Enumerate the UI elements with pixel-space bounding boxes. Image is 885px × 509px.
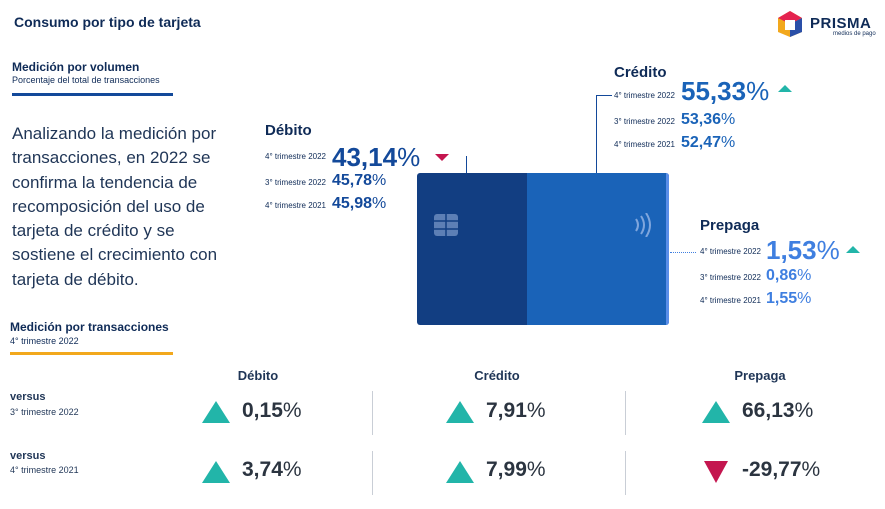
logo-tagline: medios de pago xyxy=(833,31,876,37)
debito-row-label: 4° trimestre 2022 xyxy=(265,152,327,161)
credito-value: 53,36% xyxy=(681,111,736,128)
comparison-value: 66,13% xyxy=(742,399,814,422)
column-header-credito: Crédito xyxy=(474,368,520,383)
column-divider xyxy=(625,391,626,435)
comparison-value: 7,91% xyxy=(486,399,546,422)
column-divider xyxy=(372,391,373,435)
up-trend-icon xyxy=(702,401,730,423)
prepaga-value: 0,86% xyxy=(766,267,812,284)
page-title: Consumo por tipo de tarjeta xyxy=(14,14,201,30)
up-trend-icon xyxy=(202,401,230,423)
prepaga-leader-line xyxy=(670,252,696,254)
debito-leader-line xyxy=(466,156,467,173)
volume-section-title: Medición por volumen xyxy=(12,60,140,74)
debito-value: 45,98% xyxy=(332,195,387,212)
credito-main-value: 55,33% xyxy=(681,76,770,106)
up-trend-icon xyxy=(446,461,474,483)
up-trend-icon xyxy=(446,401,474,423)
up-trend-icon xyxy=(202,461,230,483)
debito-row-label: 3° trimestre 2022 xyxy=(265,178,327,187)
contactless-icon xyxy=(635,213,651,237)
up-trend-icon xyxy=(846,246,860,253)
column-header-debito: Débito xyxy=(237,368,279,383)
up-trend-icon xyxy=(778,85,792,92)
credito-row-label: 4° trimestre 2022 xyxy=(614,91,676,100)
analysis-paragraph: Analizando la medición por transacciones… xyxy=(12,124,218,289)
down-trend-icon xyxy=(704,461,728,483)
column-header-prepaga: Prepaga xyxy=(734,368,786,383)
credito-value: 52,47% xyxy=(681,134,736,151)
prepaga-row-label: 3° trimestre 2022 xyxy=(700,273,762,282)
prepaga-title: Prepaga xyxy=(700,217,760,234)
logo-text: PRISMA xyxy=(810,15,872,32)
prisma-logo-mark-icon xyxy=(778,11,802,37)
card-illustration xyxy=(417,173,669,325)
down-trend-icon xyxy=(435,154,449,161)
credito-title: Crédito xyxy=(614,64,667,81)
comparison-value: 3,74% xyxy=(242,458,302,481)
card-prepaga-edge xyxy=(666,173,669,325)
column-divider xyxy=(372,451,373,495)
credito-row-label: 3° trimestre 2022 xyxy=(614,117,676,126)
credito-row-label: 4° trimestre 2021 xyxy=(614,140,676,149)
volume-section-subtitle: Porcentaje del total de transacciones xyxy=(12,75,160,85)
row-label: versus xyxy=(10,391,46,403)
comparison-value: -29,77% xyxy=(742,458,821,481)
comparison-value: 0,15% xyxy=(242,399,302,422)
prepaga-main-value: 1,53% xyxy=(766,235,840,265)
volume-underline xyxy=(12,93,173,96)
row-sublabel: 3° trimestre 2022 xyxy=(10,407,79,417)
column-divider xyxy=(625,451,626,495)
credito-leader-line xyxy=(596,95,597,173)
card-debito-section xyxy=(417,173,527,325)
transactions-underline xyxy=(10,352,173,355)
credito-leader-line xyxy=(596,95,612,96)
transactions-section-subtitle: 4° trimestre 2022 xyxy=(10,336,79,346)
debito-main-value: 43,14% xyxy=(332,142,421,172)
prepaga-value: 1,55% xyxy=(766,290,812,307)
row-sublabel: 4° trimestre 2021 xyxy=(10,465,79,475)
prepaga-row-label: 4° trimestre 2022 xyxy=(700,247,762,256)
debito-row-label: 4° trimestre 2021 xyxy=(265,201,327,210)
debito-title: Débito xyxy=(265,122,312,139)
row-label: versus xyxy=(10,450,46,462)
comparison-value: 7,99% xyxy=(486,458,546,481)
chip-icon xyxy=(434,214,458,236)
debito-value: 45,78% xyxy=(332,172,387,189)
transactions-section-title: Medición por transacciones xyxy=(10,320,169,334)
card-credito-section xyxy=(527,173,669,325)
prepaga-row-label: 4° trimestre 2021 xyxy=(700,296,762,305)
prisma-logo xyxy=(776,10,876,42)
